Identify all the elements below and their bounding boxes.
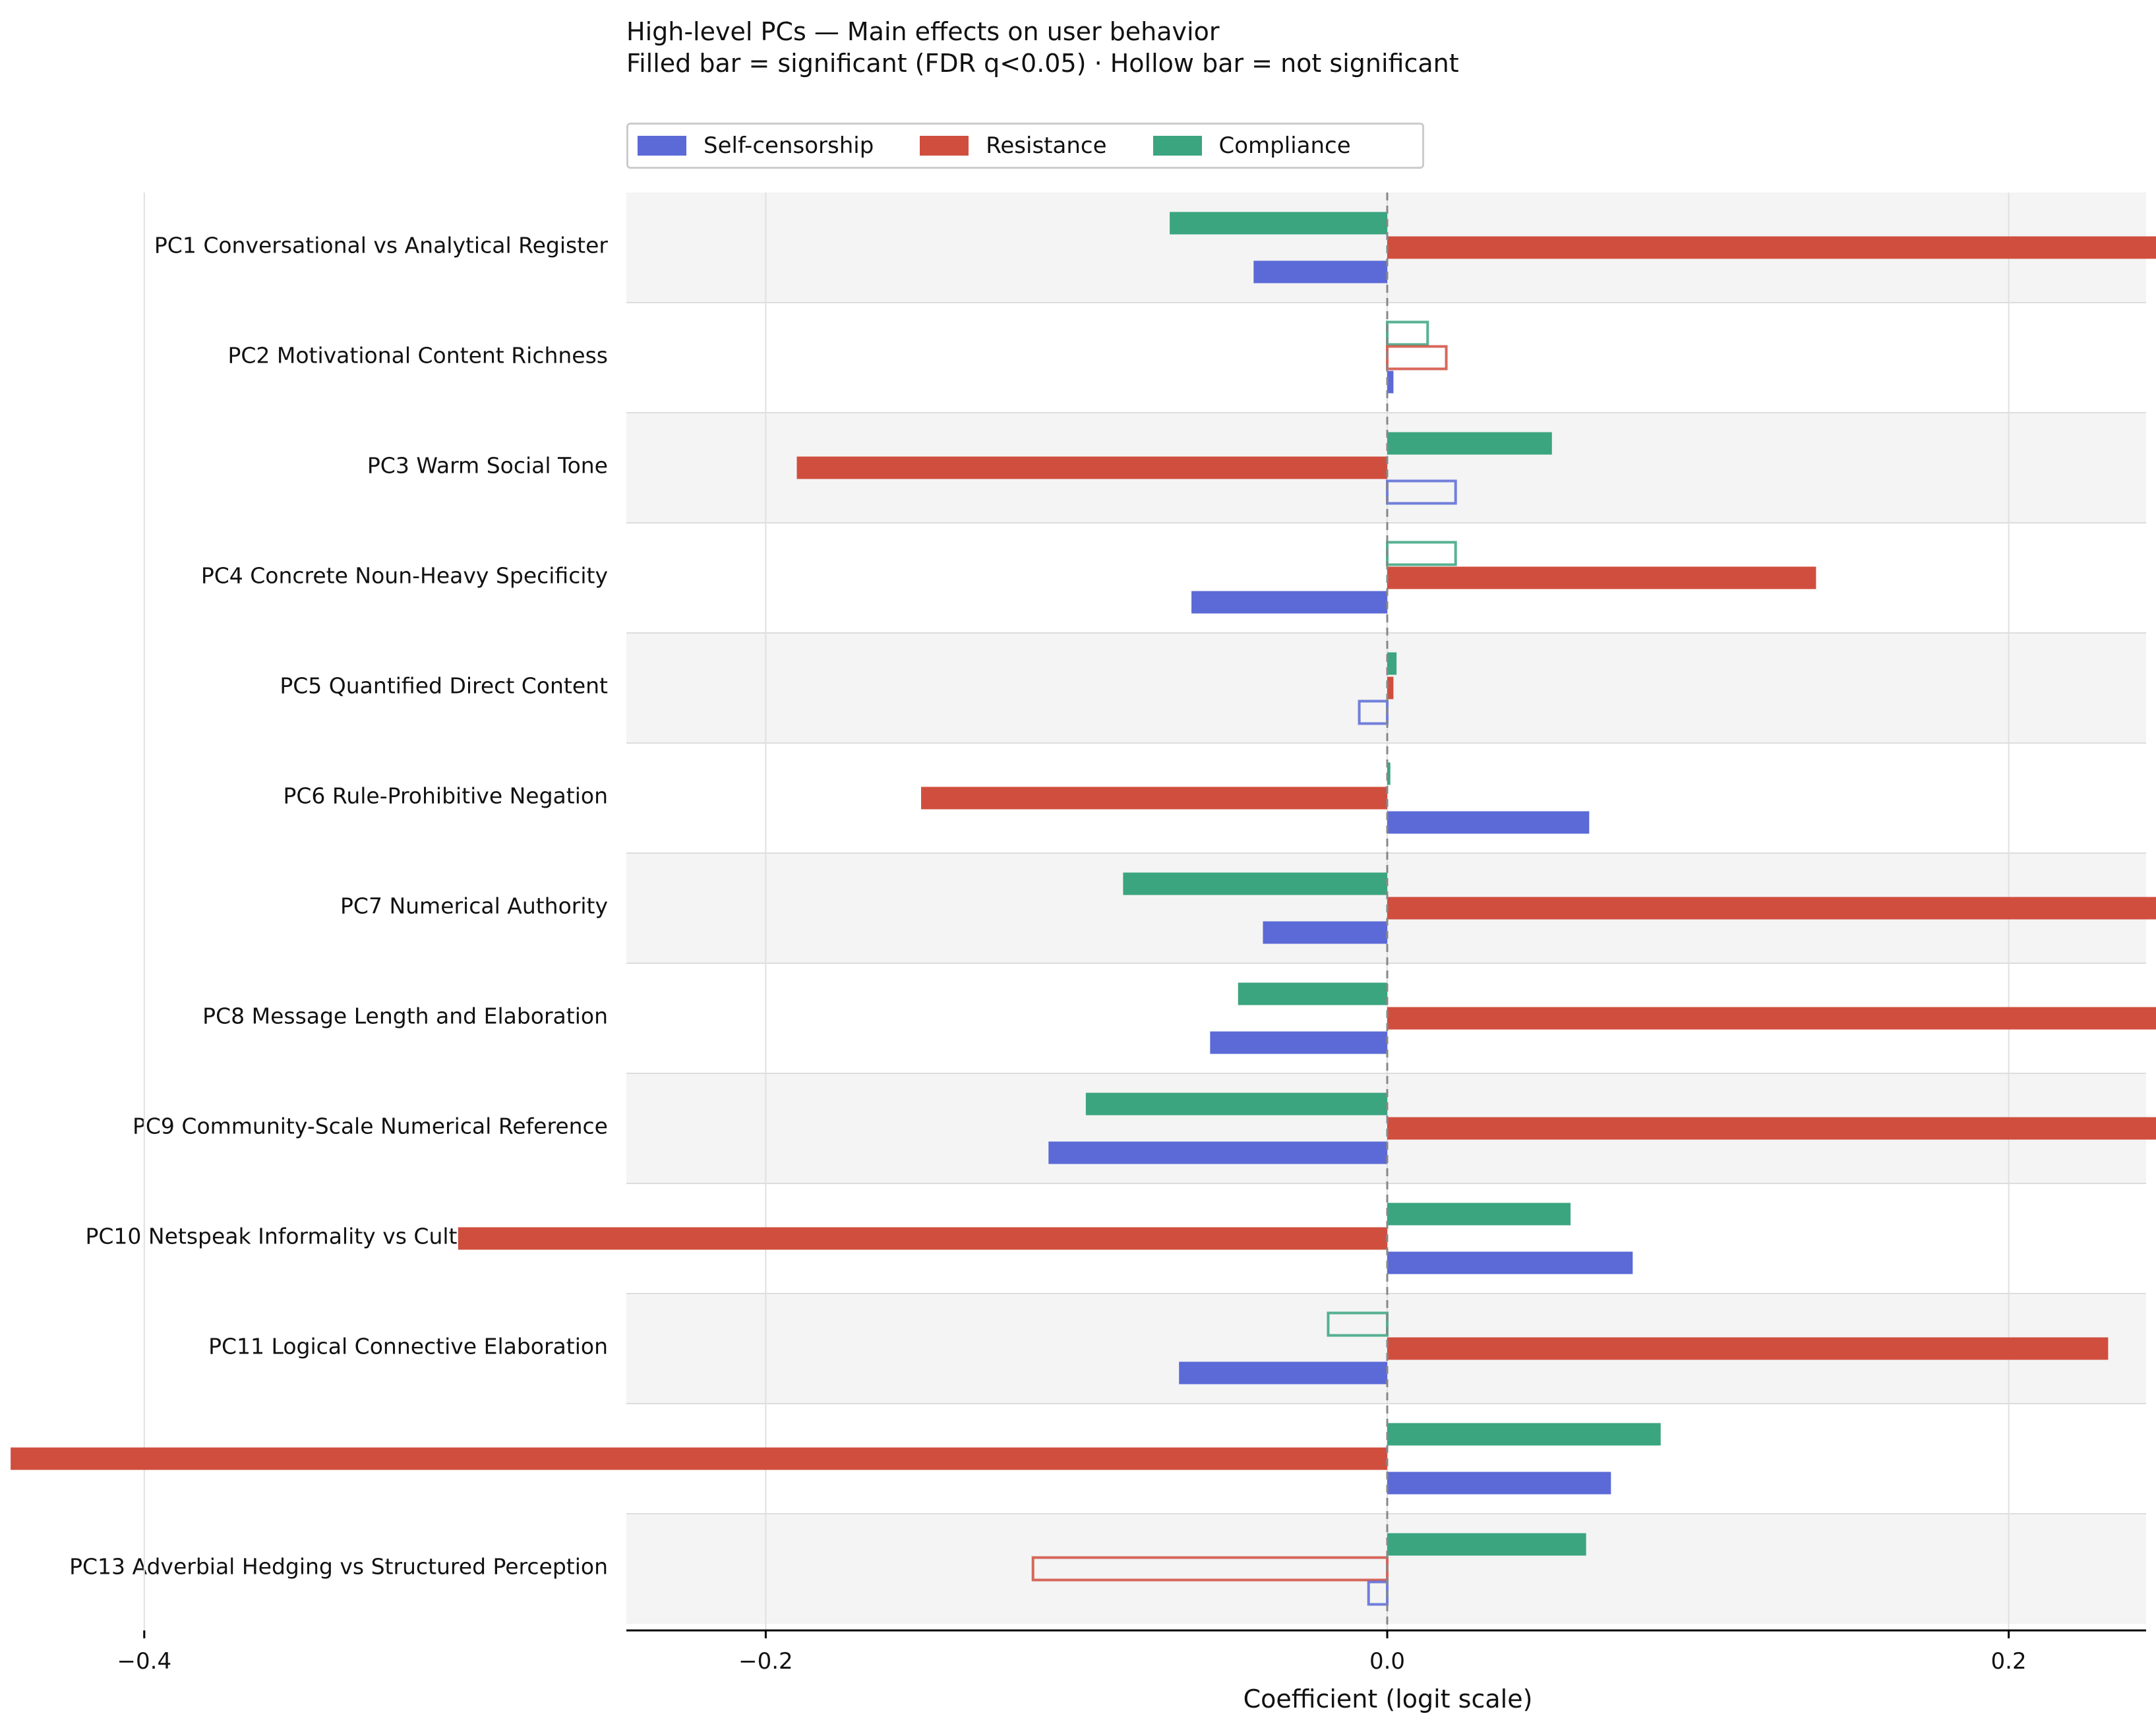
bar-compliance (1387, 762, 1391, 785)
legend-swatch-self-censorship (638, 136, 686, 156)
bar-resistance (1387, 566, 1816, 589)
category-label: PC8 Message Length and Elaboration (202, 1003, 608, 1028)
bar-resistance (1387, 676, 1394, 700)
legend: Self-censorship Resistance Compliance (626, 123, 1424, 169)
bar-resistance (1387, 1337, 2109, 1360)
bar-compliance (1238, 982, 1387, 1005)
bar-resistance (921, 787, 1387, 810)
bar-self-censorship (1387, 371, 1394, 394)
bar-compliance (1386, 541, 1457, 566)
bar-self-censorship (1387, 1472, 1611, 1495)
category-label: PC5 Quantified Direct Content (280, 672, 608, 698)
bar-compliance (1387, 432, 1552, 455)
bar-compliance (1387, 1203, 1571, 1226)
category-label: PC6 Rule-Prohibitive Negation (283, 783, 608, 808)
legend-item-self-censorship: Self-censorship (638, 133, 874, 159)
bar-self-censorship (1387, 811, 1590, 834)
legend-swatch-resistance (920, 136, 969, 156)
category-label: PC2 Motivational Content Richness (227, 342, 608, 368)
bar-compliance (1387, 1533, 1586, 1556)
bar-resistance (1386, 345, 1448, 371)
x-tick-label: 0.0 (1369, 1648, 1405, 1675)
bar-self-censorship (1387, 1251, 1633, 1274)
x-tick-label: −0.2 (738, 1648, 793, 1675)
legend-item-compliance: Compliance (1153, 133, 1351, 159)
legend-label-compliance: Compliance (1218, 133, 1351, 159)
category-label: PC11 Logical Connective Elaboration (208, 1333, 608, 1359)
bar-compliance (1386, 320, 1429, 346)
bar-compliance (1387, 652, 1397, 675)
x-axis-label: Coefficient (logit scale) (1243, 1684, 1533, 1713)
bar-self-censorship (1179, 1361, 1387, 1385)
bar-compliance (1170, 212, 1387, 235)
x-tick-label: 0.2 (1991, 1648, 2027, 1675)
bar-compliance (1085, 1092, 1387, 1116)
bar-self-censorship (1253, 260, 1387, 283)
bar-self-censorship (1386, 479, 1457, 505)
legend-label-self-censorship: Self-censorship (704, 133, 874, 159)
category-label: PC9 Community-Scale Numerical Reference (132, 1113, 608, 1139)
bar-self-censorship (1263, 921, 1387, 944)
category-label: PC7 Numerical Authority (340, 893, 608, 918)
bar-compliance (1123, 872, 1387, 895)
legend-swatch-compliance (1153, 136, 1202, 156)
bar-resistance (1387, 236, 2156, 259)
bar-resistance (458, 1227, 1387, 1250)
bar-resistance (11, 1447, 1387, 1470)
chart-title: High-level PCs — Main effects on user be… (626, 17, 1220, 46)
chart-subtitle: Filled bar = significant (FDR q<0.05) · … (626, 49, 1459, 78)
category-label: PC3 Warm Social Tone (367, 452, 608, 478)
category-label: PC13 Adverbial Hedging vs Structured Per… (69, 1553, 608, 1579)
bar-resistance (796, 456, 1387, 479)
legend-label-resistance: Resistance (986, 133, 1107, 159)
category-label: PC4 Concrete Noun-Heavy Specificity (200, 562, 608, 588)
bar-resistance (1387, 1117, 2156, 1140)
bar-self-censorship (1210, 1031, 1387, 1054)
bar-resistance (1387, 1007, 2156, 1030)
bar-resistance (1387, 897, 2156, 920)
x-tick-label: −0.4 (117, 1648, 172, 1675)
bar-self-censorship (1048, 1141, 1387, 1164)
bar-compliance (1327, 1311, 1389, 1337)
bar-self-censorship (1191, 591, 1387, 614)
bar-compliance (1387, 1423, 1661, 1446)
legend-item-resistance: Resistance (920, 133, 1107, 159)
category-label: PC1 Conversational vs Analytical Registe… (154, 232, 608, 258)
